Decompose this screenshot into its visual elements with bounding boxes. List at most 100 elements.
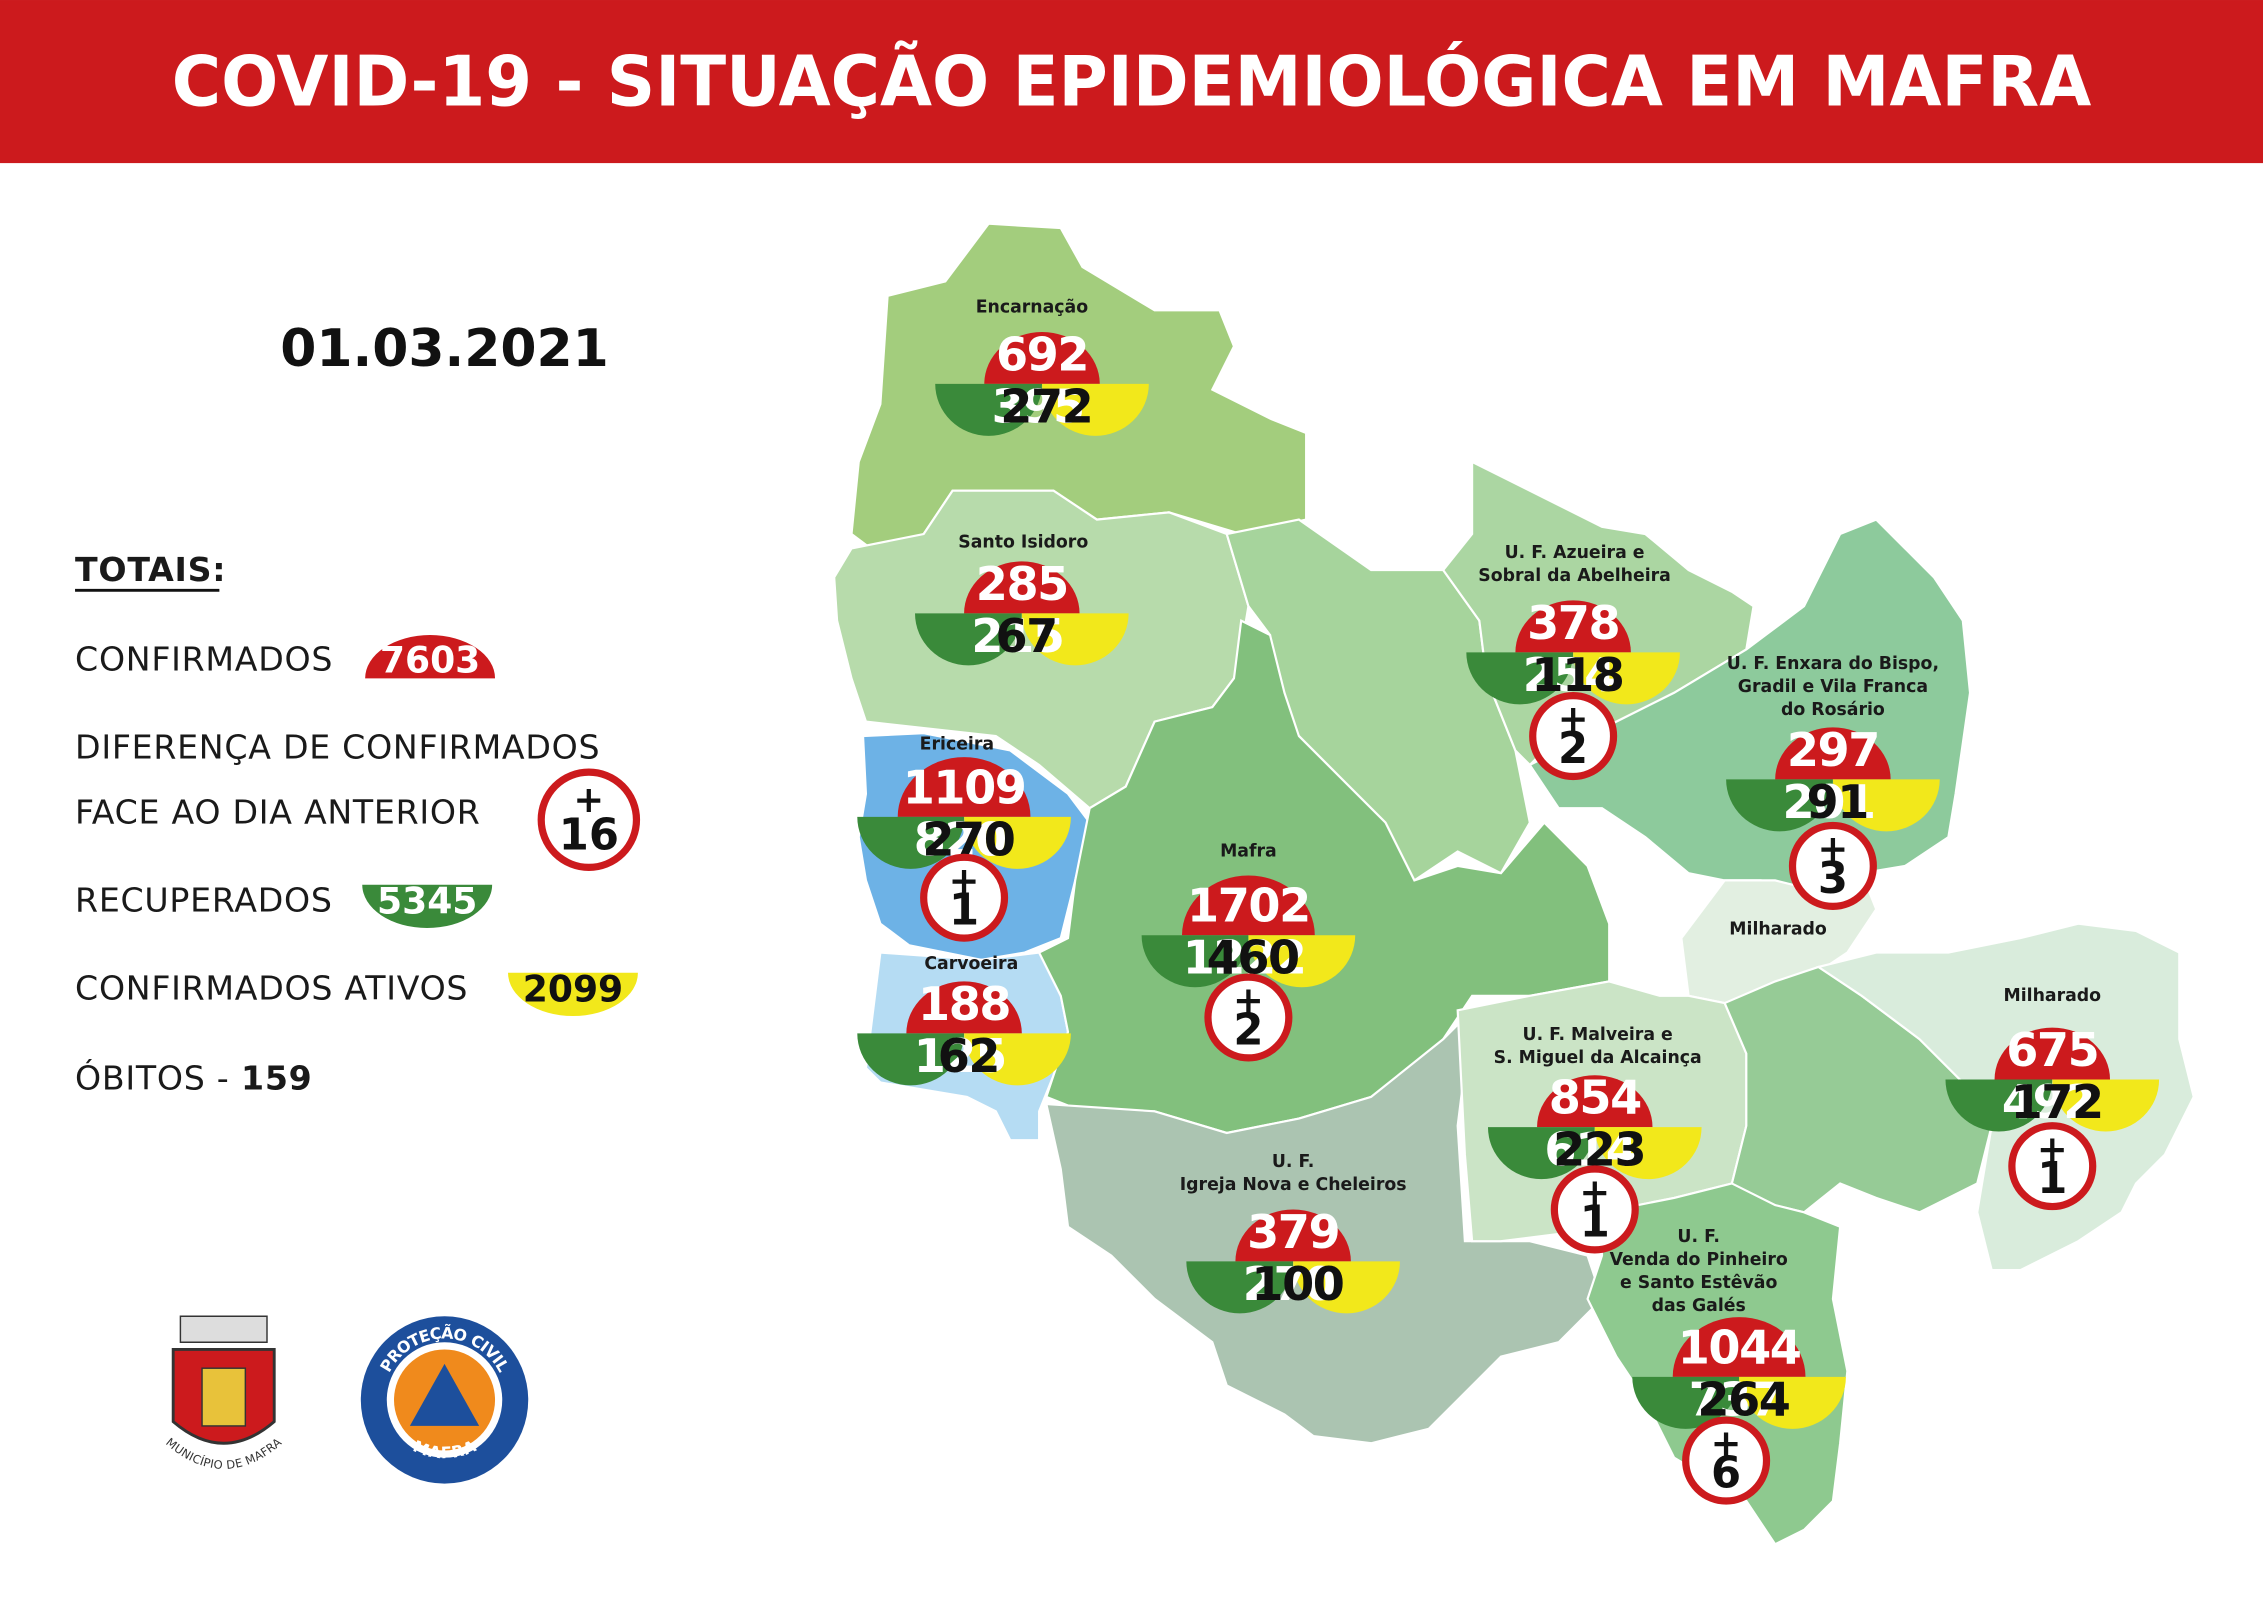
diff-circle xyxy=(1682,1416,1771,1505)
logo-triangle xyxy=(409,1363,480,1426)
confirmed-badge xyxy=(1515,600,1631,653)
recovered-badge xyxy=(915,613,1022,666)
active-value: 272 xyxy=(1000,379,1092,433)
recovered-badge xyxy=(1487,1127,1595,1180)
diff-value: 1 xyxy=(1580,1197,1610,1247)
diff-circle xyxy=(537,768,641,872)
confirmed-value: 675 xyxy=(2006,1023,2098,1077)
region-name: Encarnação xyxy=(976,297,1088,317)
recovered-badge xyxy=(362,884,493,929)
diff-value: 16 xyxy=(559,810,619,860)
diff-value: 6 xyxy=(1711,1448,1741,1498)
region-name: Ericeira xyxy=(920,735,994,755)
diff-circle xyxy=(920,853,1009,942)
confirmed-value: 297 xyxy=(1787,723,1879,777)
totals-title: TOTAIS: xyxy=(75,550,226,589)
diff-value: 1 xyxy=(949,886,979,936)
active-badge xyxy=(1573,652,1680,705)
diff-value: 1 xyxy=(2037,1154,2067,1204)
recovered-value: 492 xyxy=(2002,1075,2094,1129)
region-name: U. F. xyxy=(1677,1227,1719,1247)
active-total: 2099 xyxy=(523,969,623,1011)
diff-value: 2 xyxy=(1233,1005,1263,1055)
diff-circle xyxy=(1529,692,1618,781)
active-value: 91 xyxy=(1807,775,1868,829)
recovered-value: 125 xyxy=(914,1029,1006,1083)
deaths: ÓBITOS - 159 xyxy=(75,1057,312,1097)
active-value: 62 xyxy=(938,1029,999,1083)
region-name: Venda do Pinheiro xyxy=(1610,1250,1788,1270)
region-name: das Galés xyxy=(1652,1296,1746,1316)
deaths-label: ÓBITOS - xyxy=(75,1057,229,1097)
recovered-total: 5345 xyxy=(377,880,477,922)
confirmed-badge xyxy=(964,561,1080,614)
active-badge xyxy=(1739,1376,1846,1429)
confirmed-badge xyxy=(1537,1075,1653,1128)
diff-circle xyxy=(1204,973,1293,1062)
confirmed-badge xyxy=(906,981,1022,1034)
active-badge xyxy=(1293,1261,1400,1314)
confirmed-badge xyxy=(1672,1317,1806,1377)
confirmed-badge xyxy=(1775,727,1891,780)
recovered-value: 395 xyxy=(992,379,1084,433)
region-name: Milharado xyxy=(2004,986,2102,1006)
diff-label: DIFERENÇA DE CONFIRMADOS xyxy=(75,728,600,767)
region-name: Igreja Nova e Cheleiros xyxy=(1180,1175,1407,1195)
active-badge xyxy=(1021,613,1129,666)
region-name: Carvoeira xyxy=(924,954,1018,974)
region-name: do Rosário xyxy=(1781,700,1885,720)
region-name: Mafra xyxy=(1220,842,1277,862)
active-badge xyxy=(508,972,638,1017)
active-label: CONFIRMADOS ATIVOS xyxy=(75,969,468,1008)
header-band xyxy=(0,0,2263,164)
active-value: 67 xyxy=(995,609,1056,663)
diff-sign: + xyxy=(1817,827,1848,870)
diff-sign: + xyxy=(949,859,980,902)
diff-sign: + xyxy=(1711,1422,1742,1465)
confirmed-value: 854 xyxy=(1549,1071,1641,1125)
diff-circle xyxy=(2008,1122,2097,1211)
confirmed-value: 188 xyxy=(918,977,1010,1031)
confirmed-value: 379 xyxy=(1247,1205,1339,1259)
map-label: Milharado xyxy=(1729,919,1827,939)
deaths-value: 159 xyxy=(241,1058,312,1097)
recovered-value: 201 xyxy=(1783,775,1875,829)
recovered-badge xyxy=(857,1033,965,1086)
municipality-logo: MUNICÍPIO DE MAFRA xyxy=(164,1315,284,1472)
recovered-badge xyxy=(1141,935,1249,988)
confirmed-badge xyxy=(1235,1209,1351,1262)
region-name: Sobral da Abelheira xyxy=(1478,566,1671,586)
active-badge xyxy=(964,1033,1071,1086)
confirmed-badge xyxy=(1182,875,1315,936)
active-badge xyxy=(964,816,1071,869)
region-name: Santo Isidoro xyxy=(958,533,1088,553)
recovered-value: 737 xyxy=(1689,1372,1781,1426)
recovered-value: 215 xyxy=(971,609,1063,663)
active-badge xyxy=(2052,1079,2160,1132)
date: 01.03.2021 xyxy=(280,319,609,379)
active-value: 100 xyxy=(1251,1257,1343,1311)
recovered-value: 270 xyxy=(1243,1257,1335,1311)
confirmed-badge xyxy=(1994,1027,2111,1080)
recovered-badge xyxy=(1466,652,1574,705)
diff-value: 2 xyxy=(1558,724,1588,774)
recovered-badge xyxy=(1632,1376,1740,1429)
region-name: Gradil e Vila Franca xyxy=(1738,677,1928,697)
civil-protection-logo: PROTEÇÃO CIVIL MAFRA xyxy=(360,1316,529,1484)
confirmed-badge xyxy=(897,757,1031,817)
confirmed-value: 1044 xyxy=(1678,1320,1801,1374)
active-value: 172 xyxy=(2011,1075,2103,1129)
diff-sign: + xyxy=(1233,979,1264,1022)
confirmed-value: 692 xyxy=(996,327,1088,381)
recovered-label: RECUPERADOS xyxy=(75,881,333,920)
region-name: e Santo Estêvão xyxy=(1620,1273,1777,1293)
crest-tower xyxy=(201,1367,247,1427)
confirmed-value: 285 xyxy=(976,557,1068,611)
header-title: COVID-19 - SITUAÇÃO EPIDEMIOLÓGICA EM MA… xyxy=(172,41,2092,123)
recovered-badge xyxy=(857,816,965,869)
active-badge xyxy=(1042,383,1149,436)
diff-sign: + xyxy=(2037,1127,2068,1170)
diff-circle xyxy=(1788,821,1877,910)
confirmed-badge xyxy=(365,635,496,679)
